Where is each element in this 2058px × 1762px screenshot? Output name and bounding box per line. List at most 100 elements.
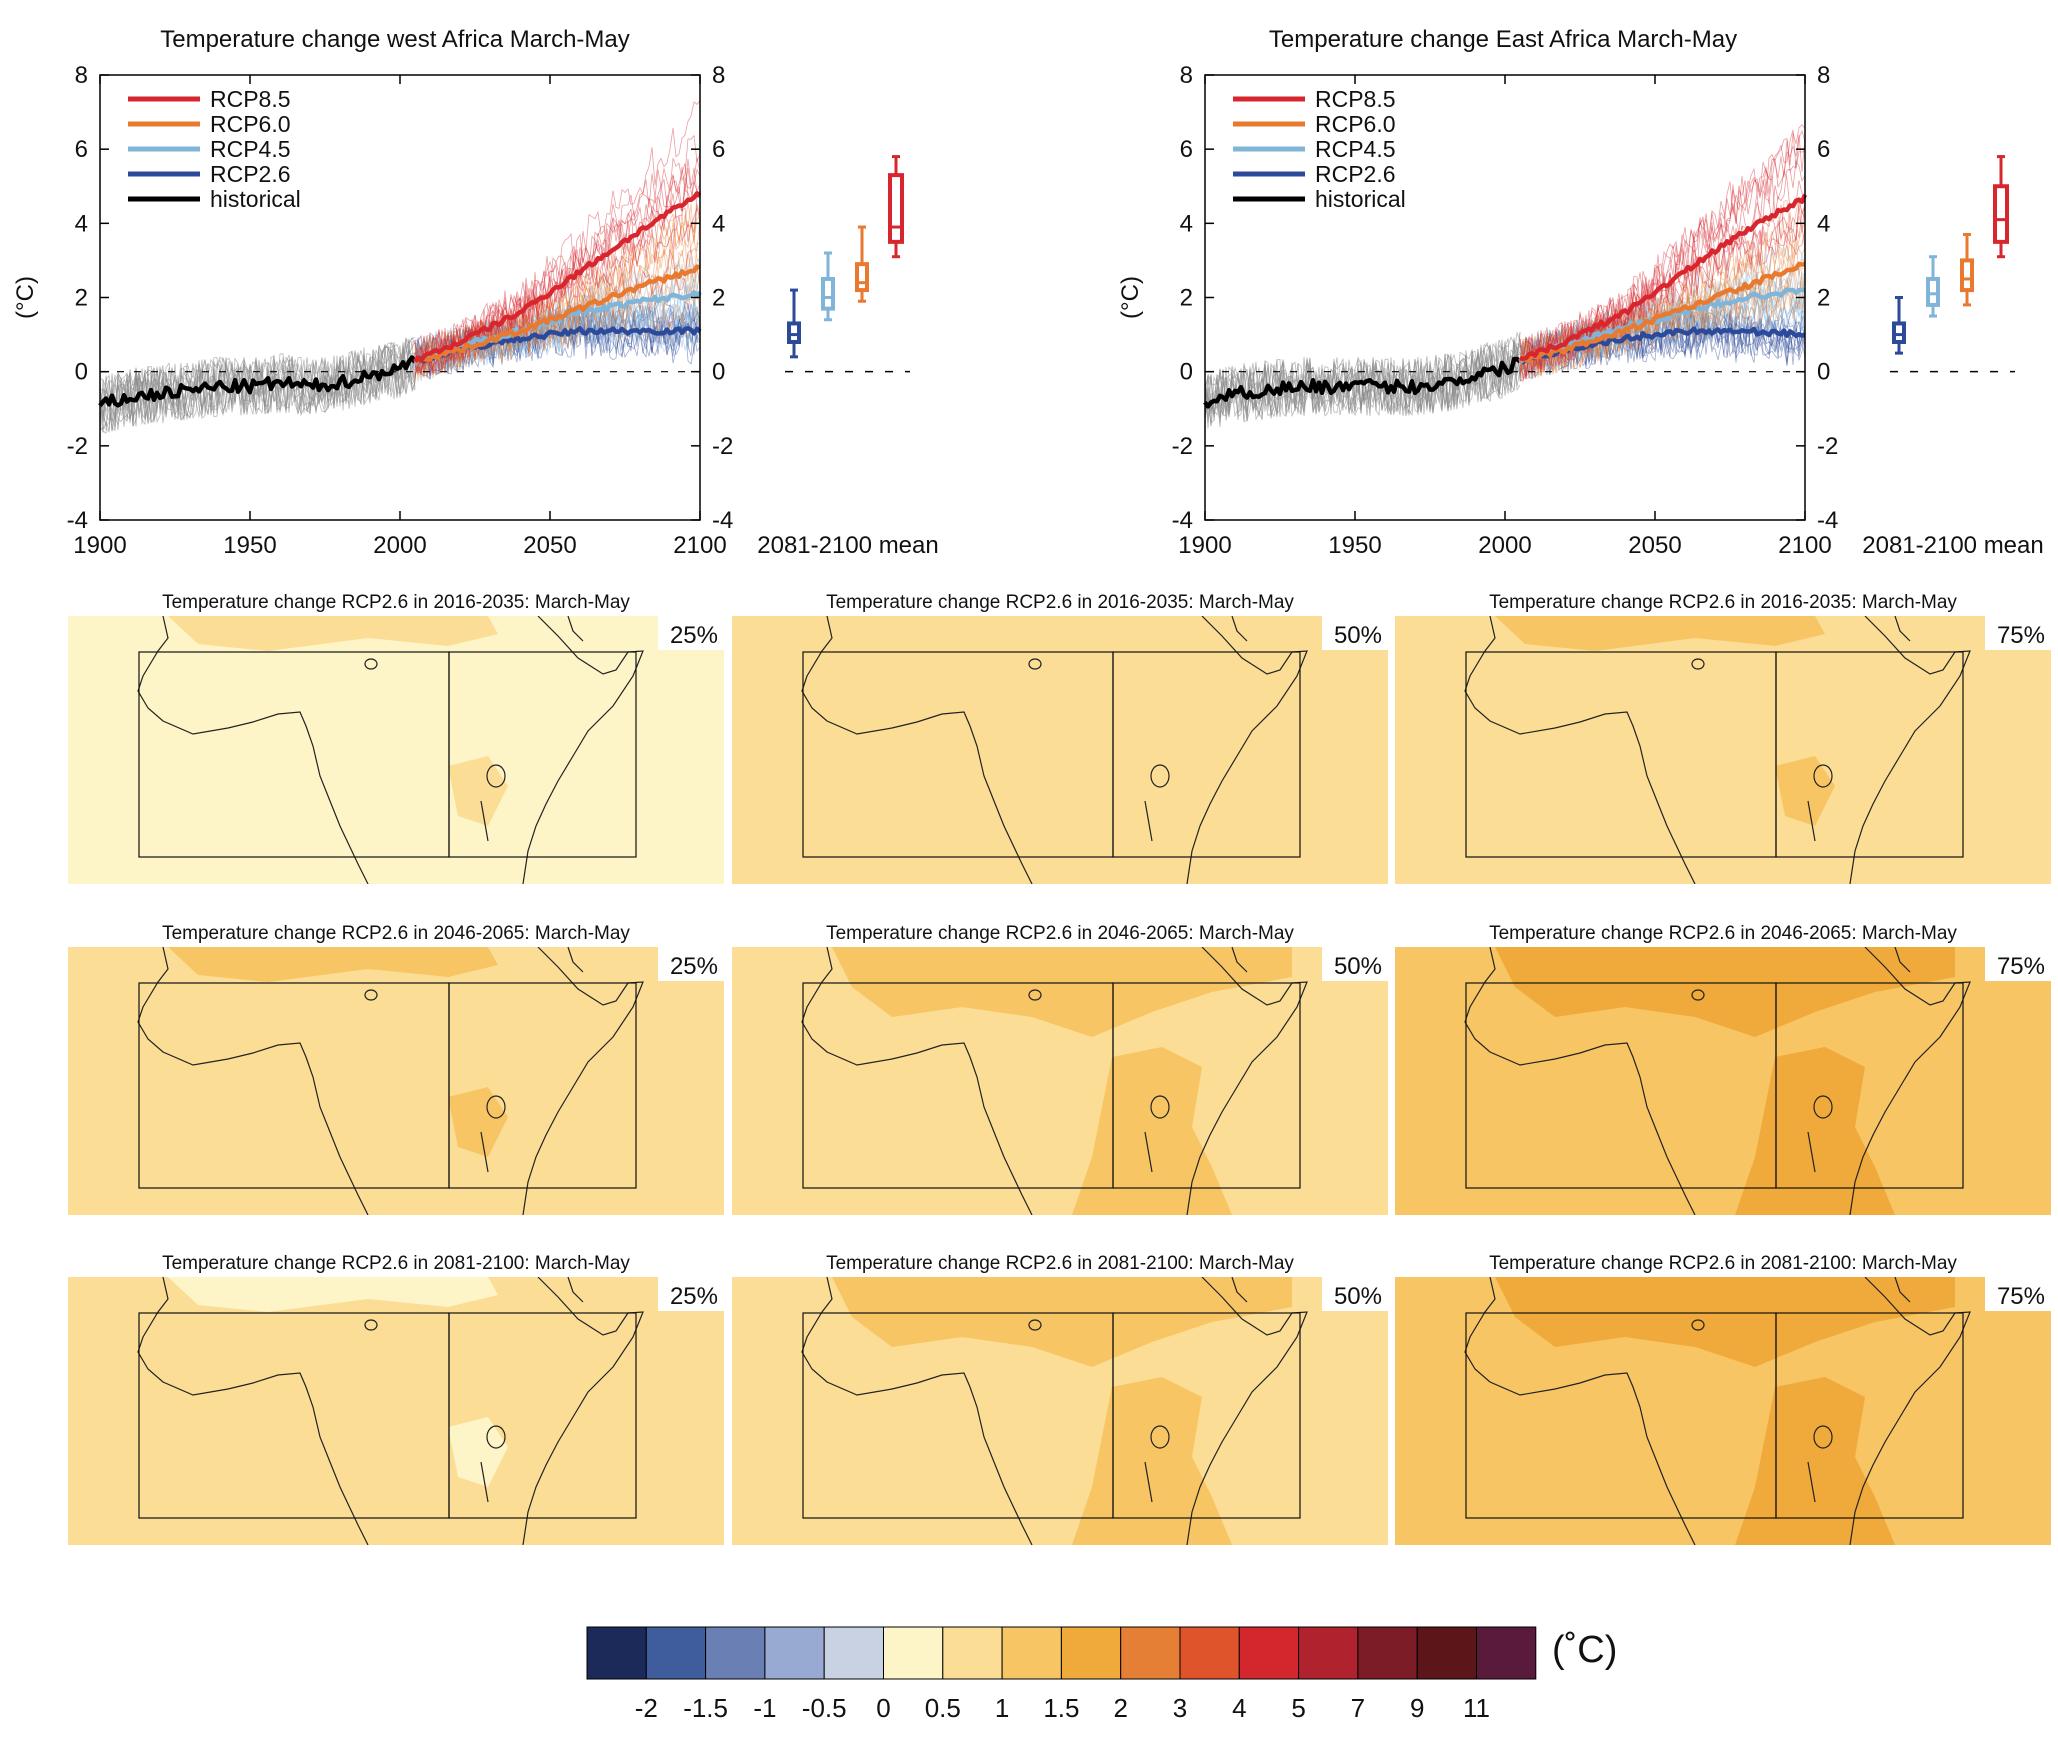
- box-RCP2.6: [1892, 321, 1906, 345]
- RCP6.0-ensemble-line: [1519, 236, 1805, 379]
- colorbar-label: 0: [876, 1693, 890, 1723]
- series-line-RCP8.5: [413, 191, 702, 363]
- legend-label: RCP2.6: [1315, 161, 1396, 187]
- ensemble-members: [1205, 124, 1805, 429]
- RCP6.0-ensemble-line: [414, 256, 700, 383]
- colorbar-label: 2: [1113, 1693, 1127, 1723]
- colorbar-label: -1: [753, 1693, 776, 1723]
- colorbar-cell: [764, 1626, 825, 1680]
- colorbar-cell: [823, 1626, 885, 1680]
- colorbar-label: 11: [1463, 1693, 1490, 1723]
- coastline: [137, 1277, 369, 1545]
- legend-label: historical: [210, 186, 301, 212]
- colorbar-label: 3: [1173, 1693, 1187, 1723]
- lake-outline: [486, 764, 506, 788]
- coastline: [1849, 947, 1971, 1215]
- map-patch: [448, 756, 508, 826]
- RCP6.0-ensemble-line: [1519, 234, 1805, 372]
- y-tick-label: 2: [712, 285, 725, 312]
- region-box-east: [448, 982, 637, 1189]
- colorbar-label: 1: [995, 1693, 1009, 1723]
- map-title: Temperature change RCP2.6 in 2081-2100: …: [826, 1253, 1294, 1274]
- RCP2.6-ensemble-line: [414, 306, 700, 375]
- y-tick-label: -4: [712, 507, 733, 534]
- y-tick-label: 2: [75, 285, 88, 312]
- coastline: [1186, 947, 1308, 1215]
- box-RCP4.5: [821, 276, 835, 311]
- RCP8.5-ensemble-line: [414, 168, 700, 372]
- percentile-badge: [658, 947, 724, 981]
- coastline: [522, 947, 644, 1215]
- coastline: [1231, 947, 1248, 973]
- coastline: [1464, 947, 1696, 1215]
- region-box-east: [1775, 651, 1964, 858]
- lake-outline: [486, 1095, 506, 1119]
- legend-label: RCP4.5: [1315, 136, 1396, 162]
- map-patch: [168, 1277, 498, 1312]
- RCP2.6-ensemble-line: [1519, 314, 1805, 374]
- coastline: [1894, 947, 1911, 973]
- map-title: Temperature change RCP2.6 in 2016-2035: …: [162, 592, 630, 613]
- colorbar-cell: [1476, 1626, 1537, 1680]
- map-patch: [168, 947, 498, 982]
- lake-outline: [1144, 800, 1153, 842]
- lake-outline: [1691, 658, 1705, 670]
- historical-ensemble-line: [1205, 339, 1521, 422]
- region-box-east: [1112, 651, 1301, 858]
- legend-label: historical: [1315, 186, 1406, 212]
- percentile-label: 50%: [1334, 953, 1382, 980]
- y-axis-label: (°C): [1117, 276, 1144, 319]
- percentile-badge: [658, 616, 724, 650]
- lake-outline: [486, 1425, 506, 1449]
- colorbar-cell: [1060, 1626, 1122, 1680]
- x-tick-label: 2100: [673, 532, 726, 559]
- x-tick-label: 2100: [1778, 532, 1831, 559]
- map-background: [68, 1277, 724, 1545]
- map-patch: [1775, 756, 1835, 826]
- y-tick-label: -2: [67, 433, 88, 460]
- lake-outline: [1028, 989, 1042, 1001]
- region-box-east: [1775, 982, 1964, 1189]
- lake-outline: [1144, 1131, 1153, 1173]
- colorbar-label: -0.5: [802, 1693, 847, 1723]
- RCP6.0-ensemble-line: [414, 203, 700, 376]
- colorbar-label: 0.5: [925, 1693, 961, 1723]
- map-title: Temperature change RCP2.6 in 2046-2065: …: [826, 923, 1294, 944]
- panel-title: Temperature change East Africa March-May: [1269, 26, 1737, 53]
- coastline: [1231, 616, 1248, 642]
- colorbar-cell: [1238, 1626, 1300, 1680]
- coastline: [1894, 616, 1911, 642]
- colorbar-cell: [705, 1626, 766, 1680]
- RCP8.5-ensemble-line: [414, 249, 700, 375]
- map-patch: [1735, 1047, 1895, 1215]
- percentile-badge: [1322, 947, 1388, 981]
- percentile-label: 75%: [1997, 622, 2045, 649]
- map-patch: [448, 1087, 508, 1157]
- map-patch: [832, 1277, 1292, 1367]
- map-background: [68, 616, 724, 884]
- RCP8.5-ensemble-line: [414, 100, 700, 373]
- series-line-historical: [98, 355, 417, 408]
- percentile-label: 25%: [670, 1283, 718, 1310]
- legend-label: RCP4.5: [210, 136, 291, 162]
- map-title: Temperature change RCP2.6 in 2046-2065: …: [162, 923, 630, 944]
- coastline: [801, 947, 1033, 1215]
- RCP4.5-ensemble-line: [414, 307, 700, 376]
- x-tick-label: 1900: [73, 532, 126, 559]
- y-tick-label: 4: [75, 210, 88, 237]
- legend-label: RCP8.5: [1315, 86, 1396, 112]
- map-panel: Temperature change RCP2.6 in 2016-2035: …: [68, 592, 724, 884]
- y-tick-label: 0: [75, 359, 88, 386]
- RCP2.6-ensemble-line: [414, 312, 700, 381]
- map-patch: [1072, 1377, 1232, 1545]
- y-tick-label: -2: [1817, 433, 1838, 460]
- colorbar-cell: [883, 1626, 944, 1680]
- percentile-badge: [1985, 616, 2051, 650]
- region-box-east: [1112, 982, 1301, 1189]
- percentile-label: 25%: [670, 953, 718, 980]
- colorbar-label: 4: [1232, 1693, 1246, 1723]
- lake-outline: [1807, 800, 1816, 842]
- y-tick-label: 6: [1817, 136, 1830, 163]
- map-patch: [832, 947, 1292, 1037]
- box-RCP6.0: [855, 262, 869, 293]
